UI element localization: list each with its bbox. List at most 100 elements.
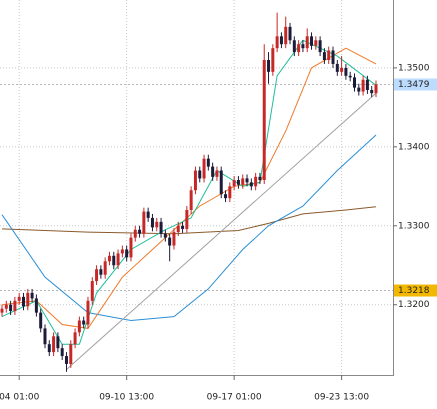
candle-body [17, 296, 21, 301]
candle-body [47, 344, 51, 353]
y-tick-label: 1.3200 [398, 300, 430, 310]
candle-body [310, 36, 314, 46]
candle-body [99, 269, 103, 275]
candle-body [95, 269, 99, 282]
candle-body [168, 237, 172, 246]
candle-body [26, 292, 30, 307]
candle-body [159, 221, 163, 234]
candle-body [90, 281, 94, 301]
candle-body [4, 304, 8, 309]
candle-body [112, 255, 116, 266]
candle-body [357, 87, 361, 92]
candle-body [249, 182, 253, 187]
candle-body [275, 36, 279, 49]
candle-body [150, 217, 154, 228]
indicator-line [1, 134, 377, 322]
x-tick-label: 09-17 01:00 [207, 393, 262, 403]
x-tick-label: 09-23 13:00 [314, 393, 369, 403]
candle-body [297, 44, 301, 53]
candle-body [335, 63, 339, 72]
candle-body [142, 211, 146, 234]
candle-body [155, 221, 159, 228]
candle-body [340, 67, 344, 72]
candle-body [43, 328, 47, 345]
candle-body [133, 229, 137, 238]
candle-body [21, 296, 25, 307]
candle-body [64, 356, 68, 364]
candle-body [211, 166, 215, 177]
candle-body [361, 79, 365, 92]
x-tick-label: 04 01:00 [0, 393, 40, 403]
candle-body [107, 255, 111, 262]
candle-body [215, 170, 219, 177]
candle-body [34, 298, 38, 313]
candle-body [82, 320, 86, 325]
candle-body [254, 176, 258, 187]
candle-body [189, 190, 193, 210]
candle-body [331, 50, 335, 64]
candle-body [176, 225, 180, 233]
candle-body [267, 60, 271, 72]
price-label: 1.3218 [398, 286, 430, 296]
candle-body [125, 249, 129, 258]
candle-body [77, 320, 81, 333]
candle-body [56, 336, 60, 349]
candle-body [365, 79, 369, 90]
candle-body [202, 158, 206, 179]
candle-body [172, 232, 176, 246]
candle-body [163, 233, 167, 238]
indicator-line [1, 206, 377, 235]
x-tick-label: 09-10 13:00 [99, 393, 154, 403]
candle-body [206, 158, 210, 167]
candle-body [301, 44, 305, 49]
candle-body [13, 300, 17, 312]
candle-body [0, 308, 4, 313]
candle-body [279, 36, 283, 45]
candle-body [224, 194, 228, 199]
candle-body [374, 84, 378, 94]
candle-body [305, 36, 309, 49]
candle-body [327, 50, 331, 60]
candle-body [344, 67, 348, 76]
candle-body [284, 26, 288, 45]
candle-body [353, 77, 357, 88]
price-label: 1.3479 [398, 80, 430, 90]
candle-body [120, 249, 124, 254]
indicator-line [66, 92, 377, 370]
y-tick-label: 1.3300 [398, 221, 430, 231]
candle-body [129, 237, 133, 258]
candle-body [116, 253, 120, 266]
candle-body [198, 170, 202, 179]
candle-body [181, 225, 185, 229]
candle-body [241, 178, 245, 185]
candle-body [348, 75, 352, 78]
price-box [394, 284, 437, 297]
candle-body [370, 90, 374, 94]
candle-body [318, 40, 322, 53]
candle-body [138, 229, 142, 234]
candle-body [193, 170, 197, 191]
candle-body [146, 211, 150, 218]
candle-body [60, 348, 64, 357]
candle-body [30, 292, 34, 299]
y-tick-label: 1.3500 [398, 63, 430, 73]
candle-body [69, 344, 73, 364]
candle-body [314, 40, 318, 46]
candle-body [271, 48, 275, 72]
candle-body [228, 186, 232, 199]
y-tick-label: 1.3400 [398, 142, 430, 152]
candle-body [39, 312, 43, 329]
candle-body [245, 178, 249, 183]
candle-body [288, 26, 292, 41]
candle-body [219, 170, 223, 195]
candle-body [292, 40, 296, 53]
candle-body [103, 261, 107, 275]
price-box [394, 78, 437, 91]
candle-body [9, 304, 13, 312]
candle-body [262, 60, 266, 180]
candle-body [73, 332, 77, 345]
candle-body [258, 176, 262, 180]
candle-body [322, 52, 326, 60]
candle-body [232, 180, 236, 187]
